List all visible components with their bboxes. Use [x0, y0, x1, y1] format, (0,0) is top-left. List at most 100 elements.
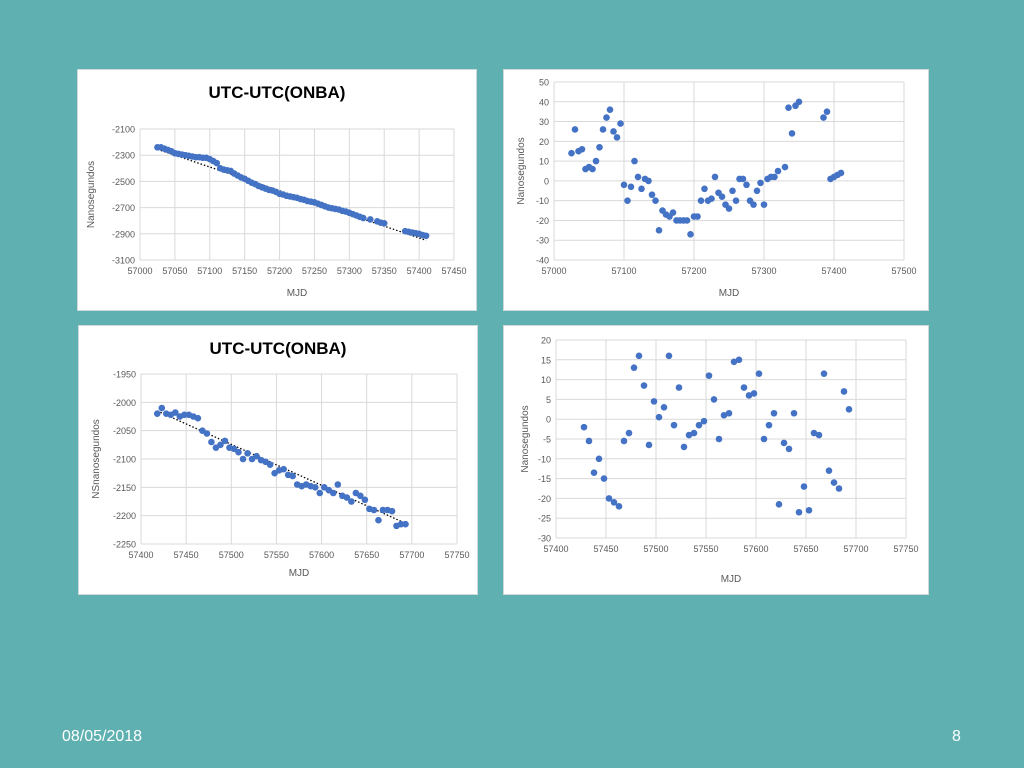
y-tick-label: -30 — [536, 236, 549, 246]
y-tick-label: 20 — [539, 137, 549, 147]
data-point — [687, 230, 694, 238]
data-point — [760, 201, 768, 208]
y-tick-label: -2050 — [113, 426, 136, 436]
data-point — [735, 356, 743, 364]
data-point — [613, 134, 621, 141]
data-point — [625, 429, 633, 437]
x-tick-label: 57500 — [643, 544, 668, 554]
data-point — [361, 496, 369, 504]
y-tick-label: -25 — [538, 514, 551, 524]
data-point — [253, 452, 260, 460]
x-axis-label: MJD — [719, 288, 740, 299]
y-tick-label: 0 — [546, 415, 551, 425]
data-point — [760, 435, 768, 443]
slide-page-number: 8 — [952, 728, 961, 745]
y-axis-label: Nanosegundos — [86, 161, 97, 228]
y-tick-label: 5 — [546, 395, 551, 405]
y-tick-label: -40 — [536, 256, 549, 266]
data-point — [235, 448, 242, 456]
data-point — [820, 114, 827, 121]
data-point — [785, 445, 793, 453]
x-tick-label: 57400 — [543, 544, 568, 554]
data-point — [172, 409, 179, 416]
y-tick-label: -2250 — [113, 540, 136, 550]
data-point — [810, 429, 818, 437]
chart-panel-3: -1950 -2000 -2050 -2100 -2150 -2200 -2250 57400… — [78, 325, 478, 595]
y-tick-label: -20 — [538, 494, 551, 504]
data-point — [627, 183, 635, 191]
x-tick-label: 57450 — [174, 550, 199, 560]
data-point — [648, 191, 656, 199]
data-point — [683, 217, 691, 224]
data-point — [610, 499, 618, 506]
data-point — [708, 195, 715, 202]
x-tick-label: 57300 — [337, 266, 362, 276]
x-tick-label: 57700 — [399, 550, 424, 560]
data-point — [343, 494, 351, 501]
data-point — [660, 404, 668, 411]
data-point — [770, 409, 778, 417]
x-tick-label: 57650 — [793, 544, 818, 554]
data-point — [370, 506, 378, 514]
data-point — [730, 358, 738, 366]
data-point — [634, 173, 642, 181]
y-tick-label: -2000 — [113, 398, 136, 408]
y-tick-label: -2100 — [113, 455, 136, 465]
y-tick-label: -3100 — [112, 256, 135, 266]
data-point — [645, 177, 652, 185]
x-tick-label: 57100 — [197, 266, 222, 276]
data-point — [388, 507, 396, 515]
data-point — [635, 352, 643, 360]
data-point — [605, 495, 613, 502]
data-point — [732, 197, 740, 204]
data-point — [837, 169, 845, 177]
data-point — [685, 431, 693, 439]
x-tick-label: 57100 — [611, 266, 636, 276]
data-point — [840, 388, 848, 395]
data-point — [244, 450, 251, 457]
x-tick-label: 57750 — [893, 544, 918, 554]
data-point — [669, 209, 677, 216]
data-point — [213, 159, 221, 167]
data-point — [599, 126, 607, 133]
y-tick-label: 20 — [541, 336, 551, 346]
data-point — [795, 508, 803, 516]
data-point — [815, 431, 823, 439]
data-point — [690, 429, 698, 437]
y-tick-label: -2500 — [112, 177, 135, 187]
data-point — [330, 489, 337, 497]
data-point — [221, 437, 229, 445]
data-point — [596, 143, 603, 151]
data-point — [610, 128, 617, 135]
data-point — [655, 227, 663, 234]
data-point — [595, 455, 603, 463]
data-point — [181, 411, 188, 419]
y-tick-label: -10 — [536, 196, 549, 206]
y-tick-label: 10 — [541, 375, 551, 385]
data-point — [705, 372, 713, 379]
data-point — [311, 484, 319, 491]
data-point — [194, 414, 202, 422]
x-tick-label: 57050 — [162, 266, 187, 276]
chart-panel-1: -2100 -2300 -2500 -2700 -2900 -3100 57000 57050… — [77, 69, 477, 311]
y-axis-label: NSnanosegundos — [91, 419, 102, 499]
y-tick-label: -2900 — [112, 229, 135, 239]
data-point — [366, 216, 374, 223]
data-point — [397, 520, 405, 528]
data-point — [750, 390, 758, 397]
y-tick-label: -30 — [538, 534, 551, 544]
x-tick-label: 57700 — [843, 544, 868, 554]
data-point — [568, 149, 575, 157]
data-point — [289, 472, 296, 480]
data-point — [617, 120, 624, 127]
data-point — [158, 404, 166, 412]
data-point — [694, 213, 701, 220]
data-point — [665, 352, 673, 360]
data-point — [820, 370, 828, 377]
data-point — [208, 438, 215, 446]
data-point — [774, 167, 782, 175]
data-point — [753, 187, 761, 195]
data-point — [630, 364, 638, 372]
